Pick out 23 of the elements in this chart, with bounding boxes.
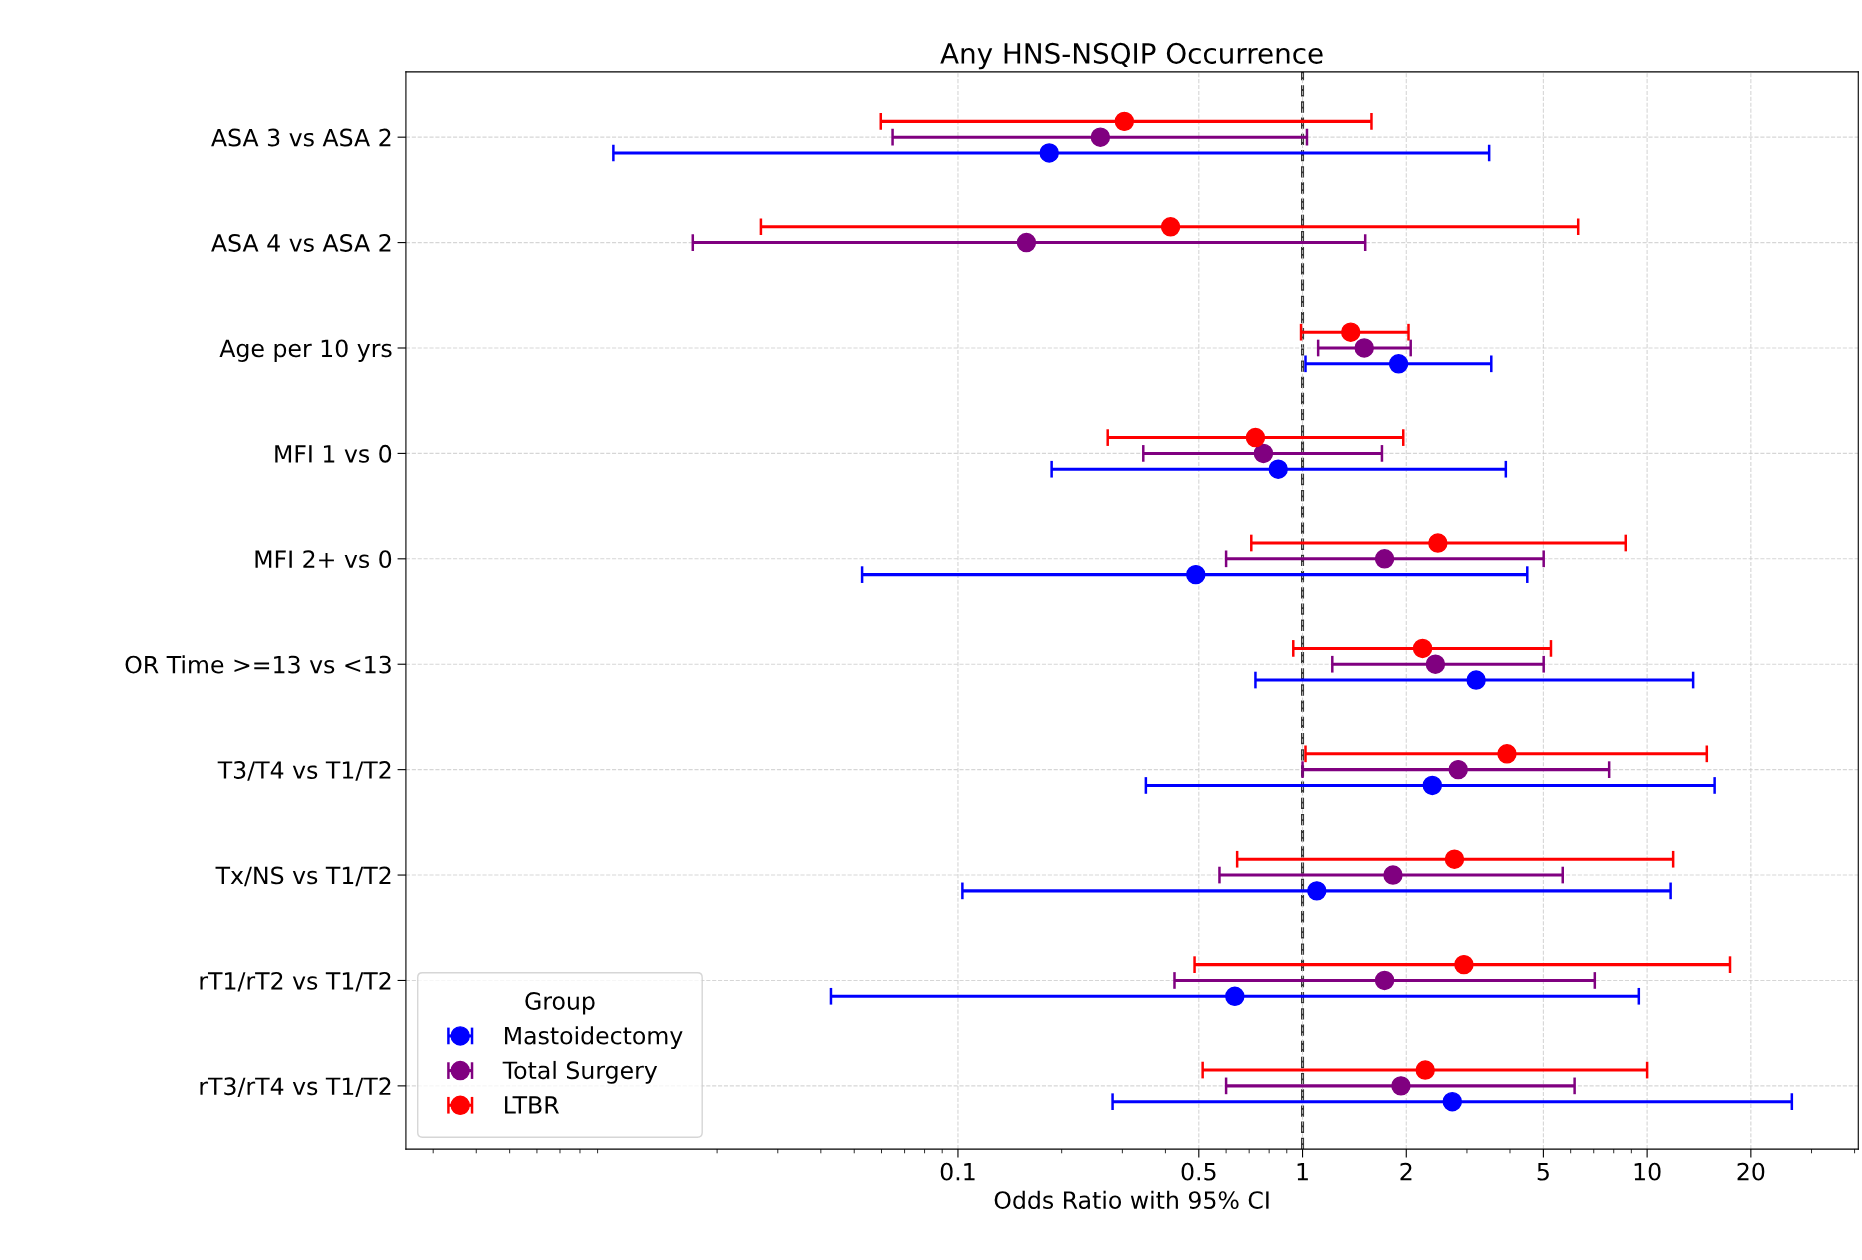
y-tick-label: rT1/rT2 vs T1/T2 bbox=[200, 971, 391, 992]
y-tick-label: Age per 10 yrs bbox=[219, 339, 392, 362]
x-tick-label: 20 bbox=[1737, 1162, 1765, 1181]
y-tick-label: Tx/NS vs T1/T2 bbox=[215, 866, 391, 887]
x-tick-label: 10 bbox=[1634, 1162, 1661, 1181]
x-tick-label: 2 bbox=[1400, 1162, 1412, 1181]
y-tick-label: ASA 3 vs ASA 2 bbox=[211, 128, 391, 147]
legend-label: Total Surgery bbox=[502, 1060, 658, 1084]
chart-title: Any HNS-NSQIP Occurrence bbox=[940, 42, 1323, 70]
legend-label: Mastoidectomy bbox=[505, 1026, 683, 1050]
y-tick-label: OR Time >=13 vs <13 bbox=[125, 655, 391, 674]
y-tick-label: ASA 4 vs ASA 2 bbox=[211, 234, 391, 252]
y-tick-label: MFI 2+ vs 0 bbox=[255, 550, 392, 569]
x-tick-label: 5 bbox=[1537, 1163, 1549, 1181]
y-tick-label: rT3/rT4 vs T1/T2 bbox=[200, 1077, 391, 1098]
x-tick-label: 0.1 bbox=[940, 1162, 975, 1181]
legend-label: LTBR bbox=[505, 1096, 559, 1114]
legend-title: Group bbox=[525, 992, 595, 1015]
y-tick-label: T3/T4 vs T1/T2 bbox=[217, 761, 391, 781]
x-tick-label: 0.5 bbox=[1181, 1162, 1216, 1181]
x-axis-title: Odds Ratio with 95% CI bbox=[994, 1190, 1269, 1209]
y-tick-label: MFI 1 vs 0 bbox=[275, 444, 392, 463]
x-tick-label: 1 bbox=[1297, 1163, 1308, 1181]
